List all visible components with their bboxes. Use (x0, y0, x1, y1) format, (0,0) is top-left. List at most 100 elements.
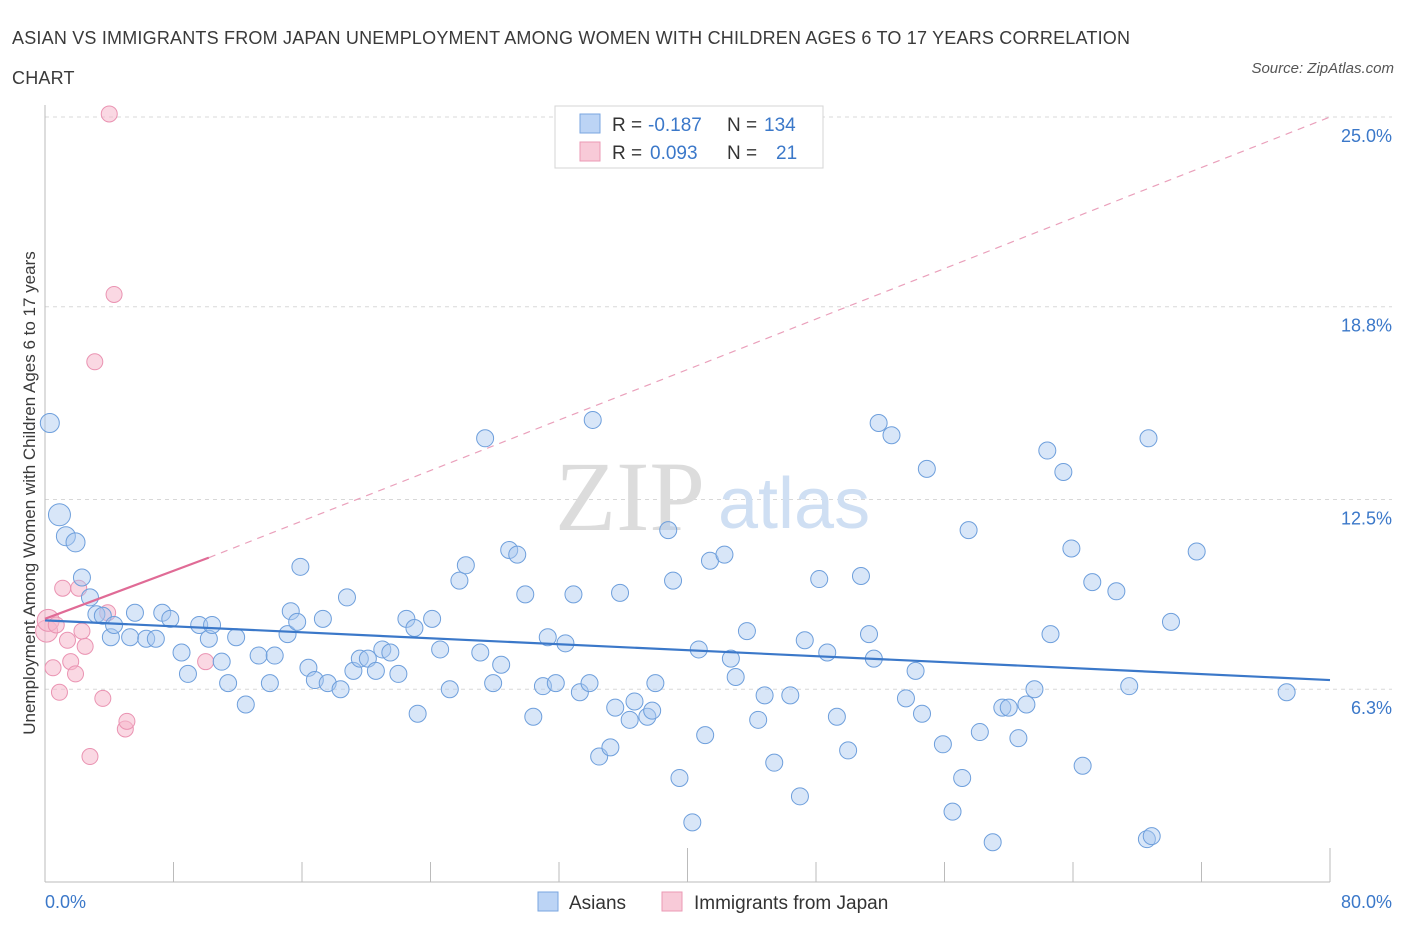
point-asians (1161, 612, 1180, 631)
point-japan (67, 665, 85, 683)
legend-n-value-asians: 134 (764, 115, 796, 136)
point-asians (1025, 680, 1044, 699)
point-asians (313, 609, 332, 628)
point-asians (389, 664, 408, 683)
point-japan (86, 353, 104, 371)
point-asians (839, 741, 858, 760)
trend-line-japan-extension (208, 116, 1331, 559)
point-asians (790, 787, 809, 806)
point-japan (47, 616, 65, 634)
legend-r-value-japan: 0.093 (650, 143, 698, 164)
point-japan (76, 637, 94, 655)
point-asians (1187, 542, 1206, 561)
point-asians (570, 683, 589, 702)
point-asians (620, 710, 639, 729)
trend-line-japan (44, 556, 210, 620)
legend-swatch-asians (579, 113, 601, 134)
point-asians (664, 571, 683, 590)
chart-source: Source: ZipAtlas.com (1251, 60, 1394, 77)
point-asians (869, 414, 888, 432)
watermark-zip: ZIP (555, 441, 705, 552)
point-asians (715, 545, 734, 564)
point-asians (749, 710, 768, 729)
point-asians (625, 692, 644, 711)
series-asians (39, 410, 1296, 852)
point-asians (471, 643, 490, 662)
point-asians (47, 503, 71, 527)
point-asians (236, 695, 255, 714)
point-asians (1062, 539, 1081, 558)
x-tick-label: 80.0% (1341, 892, 1392, 912)
point-asians (55, 526, 76, 547)
point-japan (100, 105, 118, 123)
point-asians (508, 545, 527, 564)
point-asians (896, 689, 915, 708)
point-asians (265, 646, 284, 665)
x-tick-label: 0.0% (45, 892, 86, 912)
point-asians (137, 629, 156, 648)
point-asians (423, 609, 442, 628)
point-asians (953, 768, 972, 787)
point-asians (737, 622, 756, 641)
point-asians (564, 585, 583, 604)
axes (44, 105, 1331, 883)
point-asians (917, 459, 936, 478)
point-asians (450, 571, 469, 590)
point-asians (1142, 827, 1161, 846)
point-japan (50, 683, 68, 701)
point-asians (795, 631, 814, 650)
point-asians (161, 609, 180, 628)
point-asians (291, 557, 310, 576)
point-asians (601, 738, 620, 757)
point-asians (227, 628, 246, 647)
point-asians (172, 643, 191, 662)
bottom-legend-swatch-japan (661, 891, 683, 912)
point-asians (670, 768, 689, 787)
chart-title: ASIAN VS IMMIGRANTS FROM JAPAN UNEMPLOYM… (12, 28, 1131, 88)
point-asians (643, 701, 662, 720)
point-asians (818, 643, 837, 662)
y-tick-label: 25.0% (1341, 126, 1392, 146)
point-asians (524, 707, 543, 726)
point-asians (1139, 429, 1158, 448)
point-asians (408, 704, 427, 723)
point-asians (993, 698, 1012, 717)
point-asians (39, 413, 60, 433)
point-asians (337, 588, 356, 607)
y-tick-labels: 6.3% 12.5% 18.8% 25.0% (1341, 126, 1392, 718)
trend-lines (44, 116, 1331, 682)
legend-r-value-asians: -0.187 (648, 115, 702, 136)
watermark: ZIP atlas (555, 441, 870, 552)
trend-line-asians (44, 619, 1331, 682)
point-asians (190, 615, 209, 634)
point-asians (1017, 695, 1036, 714)
legend-n-label-japan: N = (727, 143, 757, 164)
point-asians (492, 655, 511, 674)
point-asians (146, 629, 165, 648)
point-asians (860, 625, 879, 644)
point-japan (197, 653, 215, 671)
point-asians (906, 661, 925, 680)
point-asians (331, 680, 350, 699)
legend-n-label-asians: N = (727, 115, 757, 136)
point-japan (54, 579, 72, 597)
grid-lines (45, 116, 1392, 690)
point-asians (696, 726, 715, 745)
point-asians (851, 567, 870, 585)
legend-box: R = -0.187 N = 134 R = 0.093 N = 21 (554, 105, 824, 169)
point-japan (81, 748, 99, 766)
point-asians (810, 570, 829, 589)
point-asians (484, 674, 503, 693)
point-asians (381, 643, 400, 662)
point-asians (1054, 462, 1073, 481)
point-asians (580, 674, 599, 693)
point-asians (755, 686, 774, 705)
point-asians (933, 735, 952, 754)
legend-r-label-asians: R = (612, 115, 642, 136)
point-asians (405, 619, 424, 638)
point-asians (538, 628, 557, 647)
point-japan (44, 659, 62, 677)
point-asians (882, 426, 901, 445)
point-asians (80, 588, 99, 607)
